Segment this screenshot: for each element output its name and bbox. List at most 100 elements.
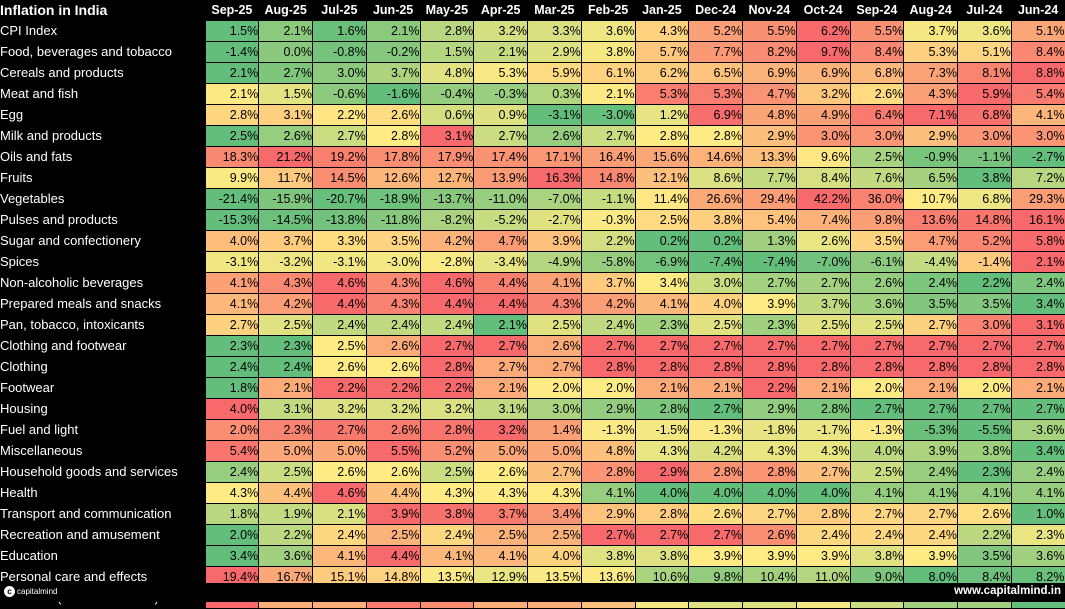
table-row: Milk and products 2.5% 2.6% 2.7% 2.8% 3.1% 2.7… [0, 125, 1065, 147]
heatmap-cell: 2.3% [258, 419, 313, 441]
heatmap-cell: 21.2% [258, 146, 313, 168]
row-label: Prepared meals and snacks [0, 293, 206, 315]
heatmap-cell: 2.7% [473, 356, 528, 378]
heatmap-cell: 3.7% [473, 503, 528, 525]
heatmap-cell: 17.4% [473, 146, 528, 168]
heatmap-cell: -1.4% [957, 251, 1012, 273]
heatmap-cell: -4.9% [527, 251, 582, 273]
heatmap-cell: 8.0% [903, 566, 958, 588]
row-label: Recreation and amusement [0, 524, 206, 546]
heatmap-cell: 2.1% [1011, 377, 1065, 399]
heatmap-cell: 2.9% [742, 125, 797, 147]
heatmap-cell: 2.8% [903, 356, 958, 378]
heatmap-cell: 4.4% [312, 293, 367, 315]
heatmap-cell: 11.4% [635, 188, 690, 210]
table-row: Vegetables -21.4% -15.9% -20.7% -18.9% -13.7%… [0, 188, 1065, 210]
heatmap-cell: 6.9% [742, 62, 797, 84]
heatmap-cell: 7.4% [796, 209, 851, 231]
heatmap-cell: 12.7% [420, 167, 475, 189]
heatmap-cell: -3.6% [1011, 419, 1065, 441]
heatmap-cell: 3.5% [957, 545, 1012, 567]
heatmap-cell: 1.6% [312, 20, 367, 42]
row-label: Clothing and footwear [0, 335, 206, 357]
heatmap-cell: 5.2% [688, 20, 743, 42]
row-label: Fuel and light [0, 419, 206, 441]
heatmap-cell: 2.7% [312, 419, 367, 441]
heatmap-cell: 2.7% [796, 272, 851, 294]
heatmap-cell: -3.1% [312, 251, 367, 273]
heatmap-cell: 2.1% [473, 377, 528, 399]
heatmap-cell: 4.0% [205, 398, 260, 420]
heatmap-cell: 6.9% [688, 104, 743, 126]
heatmap-cell: 3.2% [420, 398, 475, 420]
heatmap-cell: 2.7% [1011, 335, 1065, 357]
heatmap-cell: 4.3% [205, 482, 260, 504]
heatmap-cell: 5.4% [205, 440, 260, 462]
heatmap-cell: -0.3% [581, 209, 636, 231]
table-row: Fuel and light 2.0% 2.3% 2.7% 2.6% 2.8% 3.2% 1.… [0, 419, 1065, 441]
heatmap-cell: -0.9% [903, 146, 958, 168]
heatmap-cell: 2.7% [850, 398, 905, 420]
heatmap-cell: 4.3% [366, 293, 421, 315]
heatmap-cell: 10.6% [635, 566, 690, 588]
heatmap-cell: 3.9% [903, 545, 958, 567]
heatmap-cell: 4.1% [527, 272, 582, 294]
heatmap-cell: 2.8% [796, 503, 851, 525]
heatmap-cell: 2.5% [850, 146, 905, 168]
column-header: Aug-24 [903, 0, 958, 21]
row-label: Non-alcoholic beverages [0, 272, 206, 294]
heatmap-cell: 4.0% [742, 482, 797, 504]
heatmap-cell: 2.2% [742, 377, 797, 399]
heatmap-cell: 19.2% [312, 146, 367, 168]
heatmap-cell: 2.9% [742, 398, 797, 420]
heatmap-cell: 4.1% [205, 272, 260, 294]
heatmap-cell: 2.6% [742, 524, 797, 546]
table-row: Household goods and services 2.4% 2.5% 2.6%… [0, 461, 1065, 483]
heatmap-cell: 2.5% [850, 461, 905, 483]
heatmap-cell: 3.0% [796, 125, 851, 147]
heatmap-cell: 9.9% [205, 167, 260, 189]
heatmap-cell: 16.4% [581, 146, 636, 168]
heatmap-cell: 3.4% [1011, 293, 1065, 315]
heatmap-body: CPI Index 1.5% 2.1% 1.6% 2.1% 2.8% 3.2% 3.3% 3.6… [0, 20, 1065, 609]
heatmap-cell: -11.0% [473, 188, 528, 210]
heatmap-cell: 2.6% [527, 335, 582, 357]
heatmap-cell: 5.0% [473, 440, 528, 462]
heatmap-cell: 5.1% [1011, 20, 1065, 42]
heatmap-cell: 2.7% [742, 335, 797, 357]
table-row: Oils and fats 18.3% 21.2% 19.2% 17.8% 17.9% 17… [0, 146, 1065, 168]
heatmap-cell: 4.1% [850, 482, 905, 504]
heatmap-cell: 4.7% [473, 230, 528, 252]
heatmap-cell: -2.8% [420, 251, 475, 273]
heatmap-cell: 3.1% [1011, 314, 1065, 336]
heatmap-cell: 2.5% [312, 335, 367, 357]
heatmap-cell: 6.8% [957, 104, 1012, 126]
heatmap-cell: -1.1% [957, 146, 1012, 168]
heatmap-cell: 4.2% [420, 230, 475, 252]
heatmap-cell: 5.2% [957, 230, 1012, 252]
heatmap-cell: 16.1% [1011, 209, 1065, 231]
table-row: Transport and communication 1.8% 1.9% 2.1% 3… [0, 503, 1065, 525]
heatmap-cell: 7.3% [903, 62, 958, 84]
heatmap-cell: 2.3% [742, 314, 797, 336]
heatmap-cell: 2.6% [796, 230, 851, 252]
heatmap-cell: 2.5% [366, 524, 421, 546]
table-row: Miscellaneous 5.4% 5.0% 5.0% 5.5% 5.2% 5.0% 5.0… [0, 440, 1065, 462]
heatmap-cell: 2.6% [957, 503, 1012, 525]
heatmap-cell: 3.6% [850, 293, 905, 315]
heatmap-cell: 4.1% [312, 545, 367, 567]
heatmap-cell: 26.6% [688, 188, 743, 210]
heatmap-cell: 11.7% [258, 167, 313, 189]
heatmap-cell: 2.2% [957, 524, 1012, 546]
heatmap-cell: 3.6% [1011, 545, 1065, 567]
heatmap-cell: -3.1% [527, 104, 582, 126]
chart-title: Inflation in India [0, 0, 206, 21]
heatmap-cell: 2.1% [205, 62, 260, 84]
heatmap-cell: 2.0% [205, 524, 260, 546]
heatmap-cell: 2.7% [903, 335, 958, 357]
heatmap-cell: 2.1% [473, 314, 528, 336]
heatmap-cell: 1.5% [258, 83, 313, 105]
heatmap-cell: 2.4% [1011, 272, 1065, 294]
heatmap-cell: 3.9% [688, 545, 743, 567]
heatmap-cell: 0.0% [258, 41, 313, 63]
